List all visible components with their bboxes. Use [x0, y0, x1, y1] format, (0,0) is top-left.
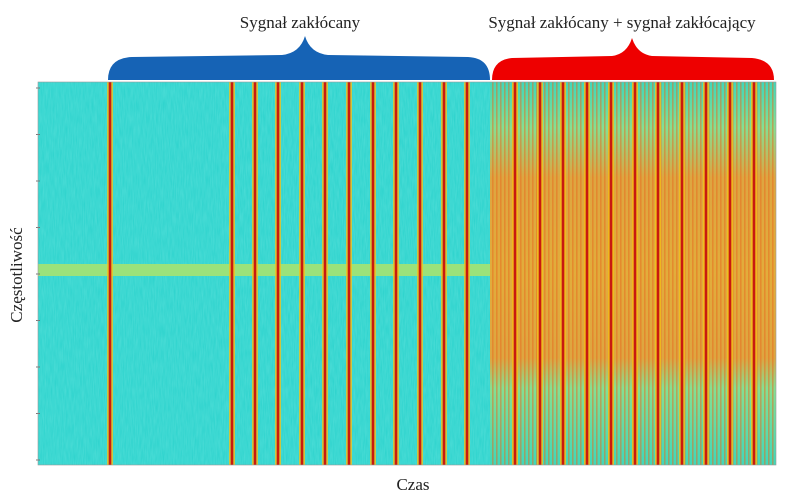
- pulse: [657, 82, 660, 465]
- left-label: Sygnał zakłócany: [240, 13, 361, 32]
- pulse: [562, 82, 565, 465]
- pulse: [443, 82, 446, 465]
- right-label: Sygnał zakłócany + sygnał zakłócający: [488, 13, 756, 32]
- pulse: [586, 82, 589, 465]
- spectrogram-figure: Sygnał zakłócany Sygnał zakłócany + sygn…: [0, 0, 794, 497]
- pulse: [395, 82, 398, 465]
- pulse: [634, 82, 637, 465]
- pulse: [254, 82, 257, 465]
- pulse: [277, 82, 280, 465]
- pulse: [753, 82, 756, 465]
- x-axis-label: Czas: [396, 475, 429, 494]
- pulse: [466, 82, 469, 465]
- y-axis-label: Częstotliwość: [7, 227, 26, 323]
- page: Sygnał zakłócany Sygnał zakłócany + sygn…: [0, 0, 794, 497]
- pulse: [539, 82, 542, 465]
- pulse: [372, 82, 375, 465]
- pulse: [231, 82, 234, 465]
- pulse: [705, 82, 708, 465]
- pulse: [729, 82, 732, 465]
- pulse: [419, 82, 422, 465]
- pulse: [610, 82, 613, 465]
- pulse: [681, 82, 684, 465]
- pulse: [514, 82, 517, 465]
- pulse: [348, 82, 351, 465]
- pulse: [301, 82, 304, 465]
- brace-left: [108, 36, 490, 80]
- pulse: [324, 82, 327, 465]
- brace-right: [492, 38, 774, 80]
- pulse: [109, 82, 112, 465]
